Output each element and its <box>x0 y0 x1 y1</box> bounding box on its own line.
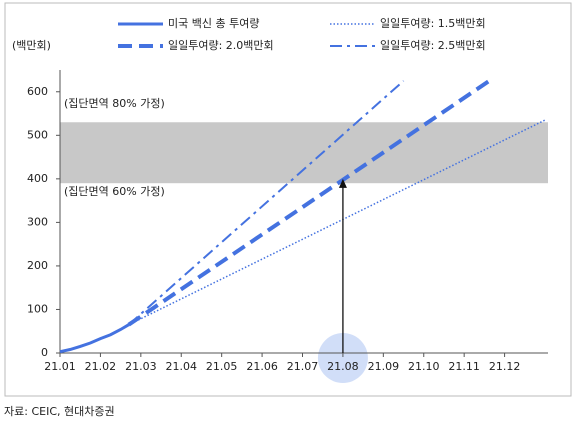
x-tick-label: 21.12 <box>489 360 521 373</box>
legend-label: 일일투여량: 1.5백만회 <box>380 16 486 30</box>
legend-label: 일일투여량: 2.0백만회 <box>168 38 274 52</box>
source: 자료: CEIC, 현대차증권 <box>4 405 115 418</box>
x-tick-label: 21.10 <box>408 360 440 373</box>
band-label: (집단면역 80% 가정) <box>64 97 165 110</box>
series-line <box>128 80 405 326</box>
y-tick-label: 200 <box>27 259 48 272</box>
x-tick-label: 21.02 <box>85 360 117 373</box>
arrow-head <box>338 178 347 188</box>
series-line <box>59 323 130 354</box>
x-tick-label: 21.03 <box>125 360 157 373</box>
legend-label: 일일투여량: 2.5백만회 <box>380 38 486 52</box>
series-line <box>128 119 546 326</box>
y-tick-label: 100 <box>27 302 48 315</box>
x-tick-label: 21.09 <box>368 360 400 373</box>
x-tick-label: 21.06 <box>246 360 278 373</box>
y-tick-label: 600 <box>27 85 48 98</box>
x-tick-label: 21.01 <box>44 360 76 373</box>
chart-frame <box>4 2 572 397</box>
y-tick-label: 0 <box>41 346 48 359</box>
y-unit: (백만회) <box>12 39 51 52</box>
x-tick-label: 21.07 <box>287 360 319 373</box>
band-label: (집단면역 60% 가정) <box>64 185 165 198</box>
x-tick-label: 21.05 <box>206 360 238 373</box>
tick-highlight <box>317 333 368 383</box>
x-tick-label: 21.04 <box>166 360 198 373</box>
y-tick-label: 300 <box>27 215 48 228</box>
series-line <box>127 77 494 327</box>
y-tick-label: 400 <box>27 172 48 185</box>
x-tick-label: 21.08 <box>327 360 359 373</box>
x-tick-label: 21.11 <box>448 360 480 373</box>
band <box>60 122 548 184</box>
legend-label: 미국 백신 총 투여량 <box>168 17 259 30</box>
y-tick-label: 500 <box>27 128 48 141</box>
